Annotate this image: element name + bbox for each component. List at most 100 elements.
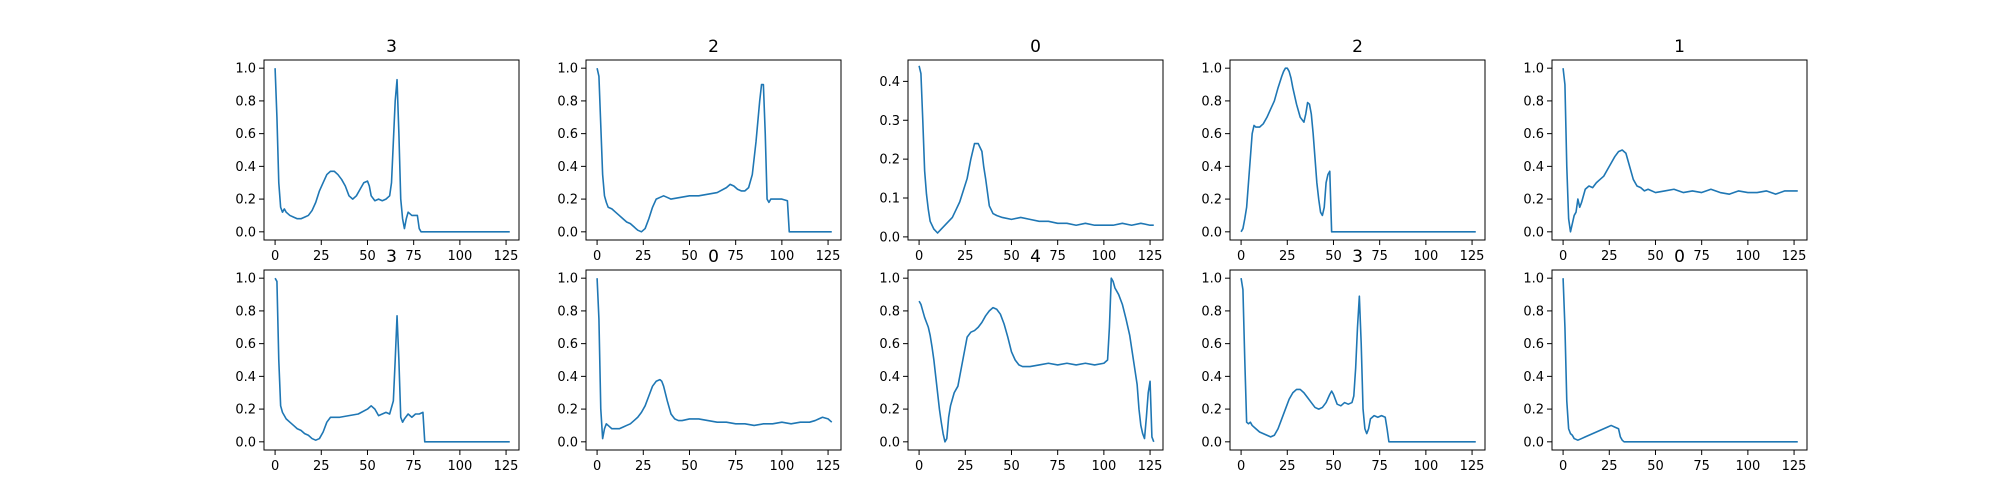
y-tick-label: 1.0: [1201, 272, 1222, 287]
x-tick-label: 25: [313, 249, 330, 264]
subplot-title: 1: [1674, 37, 1685, 57]
x-tick-label: 75: [405, 459, 422, 474]
x-tick-label: 50: [1325, 249, 1342, 264]
x-tick-label: 50: [681, 459, 698, 474]
subplot-title: 0: [1030, 37, 1041, 57]
y-tick-label: 0.3: [879, 114, 900, 129]
y-tick-label: 0.0: [557, 435, 578, 450]
x-tick-label: 100: [1413, 459, 1438, 474]
subplot-2: 0 0 25 50 75 100 125 0.0 0.1 0.2 0.3 0.4: [879, 37, 1164, 264]
subplot-4: 1 0 25 50 75 100 125 0.0 0.2 0.4 0.6 0.8 1.0: [1523, 37, 1808, 264]
y-tick-label: 0.2: [1523, 403, 1544, 418]
x-tick-label: 100: [1091, 249, 1116, 264]
axes-frame: [263, 269, 520, 451]
x-tick-label: 0: [1237, 459, 1245, 474]
y-tick-label: 1.0: [1201, 62, 1222, 77]
x-tick-label: 0: [593, 249, 601, 264]
y-tick-label: 0.2: [557, 403, 578, 418]
series-line: [274, 68, 510, 233]
x-tick-label: 75: [1049, 459, 1066, 474]
x-tick-label: 100: [447, 459, 472, 474]
x-tick-label: 100: [769, 459, 794, 474]
y-tick-label: 0.4: [879, 370, 900, 385]
y-tick-label: 0.2: [557, 193, 578, 208]
x-tick-label: 25: [635, 459, 652, 474]
y-tick-label: 0.4: [235, 160, 256, 175]
y-tick-label: 0.0: [879, 435, 900, 450]
series-line: [596, 68, 832, 233]
axes-frame: [1551, 59, 1808, 241]
y-tick-label: 1.0: [1523, 272, 1544, 287]
y-tick-label: 0.2: [879, 403, 900, 418]
y-tick-label: 0.8: [235, 94, 256, 109]
x-tick-label: 25: [957, 459, 974, 474]
series-line: [596, 278, 833, 440]
x-tick-label: 0: [271, 249, 279, 264]
subplot-1: 2 0 25 50 75 100 125 0.0 0.2 0.4 0.6 0.8 1.0: [557, 37, 842, 264]
y-tick-label: 0.1: [879, 192, 900, 207]
y-tick-label: 0.4: [557, 370, 578, 385]
y-tick-label: 0.4: [557, 160, 578, 175]
y-tick-label: 1.0: [879, 272, 900, 287]
x-tick-label: 50: [1003, 249, 1020, 264]
series-line: [1240, 67, 1476, 233]
x-tick-label: 75: [1693, 249, 1710, 264]
x-tick-label: 75: [1371, 459, 1388, 474]
x-tick-label: 100: [769, 249, 794, 264]
subplot-5: 3 0 25 50 75 100 125 0.0 0.2 0.4 0.6 0.8 1.0: [235, 247, 520, 474]
subplot-8: 3 0 25 50 75 100 125 0.0 0.2 0.4 0.6 0.8 1.0: [1201, 247, 1486, 474]
x-tick-label: 100: [447, 249, 472, 264]
y-tick-label: 0.6: [235, 127, 256, 142]
y-tick-label: 0.8: [1523, 304, 1544, 319]
y-tick-label: 0.4: [1523, 160, 1544, 175]
subplot-title: 2: [708, 37, 719, 57]
series-line: [918, 65, 1154, 234]
x-tick-label: 125: [494, 249, 519, 264]
series-line: [1240, 278, 1476, 443]
x-tick-label: 125: [816, 249, 841, 264]
y-tick-label: 0.2: [235, 403, 256, 418]
y-tick-label: 0.0: [1201, 435, 1222, 450]
subplot-6: 0 0 25 50 75 100 125 0.0 0.2 0.4 0.6 0.8 1.0: [557, 247, 842, 474]
x-tick-label: 100: [1735, 249, 1760, 264]
x-tick-label: 75: [727, 459, 744, 474]
x-tick-label: 125: [1138, 249, 1163, 264]
x-tick-label: 50: [1647, 459, 1664, 474]
y-tick-label: 0.0: [1523, 225, 1544, 240]
y-tick-label: 1.0: [235, 272, 256, 287]
subplot-9: 0 0 25 50 75 100 125 0.0 0.2 0.4 0.6 0.8 1.0: [1523, 247, 1808, 474]
x-tick-label: 50: [1325, 459, 1342, 474]
x-tick-label: 75: [405, 249, 422, 264]
subplot-0: 3 0 25 50 75 100 125 0.0 0.2 0.4 0.6 0.8 1.0: [235, 37, 520, 264]
y-tick-label: 0.6: [235, 337, 256, 352]
series-line: [1562, 278, 1798, 443]
y-tick-label: 1.0: [235, 62, 256, 77]
x-tick-label: 50: [1003, 459, 1020, 474]
axes-frame: [1229, 59, 1486, 241]
x-tick-label: 75: [727, 249, 744, 264]
x-tick-label: 25: [635, 249, 652, 264]
y-tick-label: 0.8: [557, 304, 578, 319]
subplot-title: 4: [1030, 247, 1041, 267]
series-line: [918, 277, 1155, 443]
y-tick-label: 0.6: [557, 337, 578, 352]
x-tick-label: 0: [1559, 459, 1567, 474]
x-tick-label: 125: [1138, 459, 1163, 474]
x-tick-label: 0: [1237, 249, 1245, 264]
y-tick-label: 0.4: [1523, 370, 1544, 385]
x-tick-label: 0: [915, 249, 923, 264]
x-tick-label: 125: [816, 459, 841, 474]
y-tick-label: 0.2: [879, 153, 900, 168]
y-tick-label: 0.2: [1201, 193, 1222, 208]
x-tick-label: 125: [1460, 249, 1485, 264]
x-tick-label: 0: [271, 459, 279, 474]
x-tick-label: 75: [1371, 249, 1388, 264]
x-tick-label: 25: [1601, 459, 1618, 474]
y-tick-label: 0.4: [1201, 370, 1222, 385]
y-tick-label: 0.6: [879, 337, 900, 352]
x-tick-label: 25: [313, 459, 330, 474]
subplot-title: 3: [386, 247, 397, 267]
subplot-title: 0: [708, 247, 719, 267]
y-tick-label: 0.6: [557, 127, 578, 142]
x-tick-label: 50: [359, 459, 376, 474]
